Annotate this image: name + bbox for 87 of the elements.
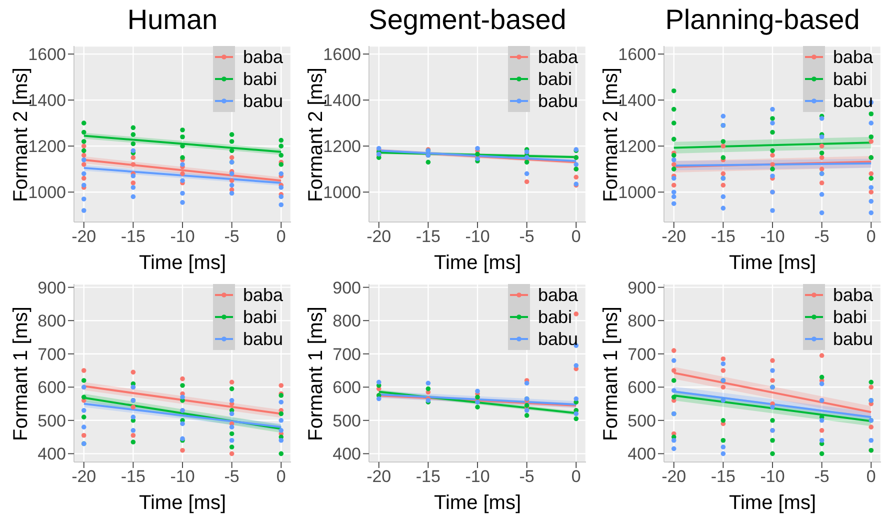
y-tick-label: 800 bbox=[38, 312, 66, 331]
chart-title: Human bbox=[126, 3, 219, 37]
y-tick-label: 900 bbox=[628, 278, 656, 298]
x-tick-label: -5 bbox=[519, 227, 534, 246]
y-tick-label: 1600 bbox=[28, 45, 66, 64]
legend-label: babi bbox=[538, 68, 572, 90]
x-tick-label: 0 bbox=[276, 227, 286, 246]
x-tick-label: -10 bbox=[760, 227, 785, 246]
chart-title: Planning-based bbox=[664, 3, 861, 37]
x-axis-title: Time [ms] bbox=[138, 492, 226, 514]
x-axis-title: Time [ms] bbox=[728, 252, 816, 274]
legend-label: babu bbox=[832, 90, 873, 112]
x-tick-label: 0 bbox=[866, 467, 876, 486]
legend-label: baba bbox=[832, 46, 873, 68]
y-tick-label: 500 bbox=[38, 411, 66, 430]
y-tick-label: 800 bbox=[628, 312, 656, 331]
y-tick-label: 900 bbox=[332, 278, 361, 298]
y-tick-label: 600 bbox=[628, 378, 656, 398]
x-axis-title: Time [ms] bbox=[728, 492, 816, 514]
x-tick-label: -10 bbox=[170, 467, 195, 486]
x-tick-label: -20 bbox=[662, 227, 686, 246]
legend-label: baba bbox=[538, 284, 578, 306]
x-tick-label: -5 bbox=[224, 467, 240, 486]
y-tick-label: 600 bbox=[332, 378, 361, 398]
x-tick-label: -5 bbox=[814, 467, 830, 486]
x-tick-label: -10 bbox=[465, 227, 490, 246]
y-tick-label: 1400 bbox=[618, 91, 656, 110]
x-tick-label: 0 bbox=[571, 467, 581, 486]
y-tick-label: 1400 bbox=[28, 91, 66, 110]
x-tick-label: -5 bbox=[224, 227, 240, 246]
y-tick-label: 500 bbox=[628, 411, 656, 430]
x-tick-label: -5 bbox=[519, 467, 534, 486]
x-tick-label: 0 bbox=[571, 227, 581, 246]
legend-label: babu bbox=[538, 90, 578, 112]
x-tick-label: -15 bbox=[120, 227, 146, 246]
legend-label: babu bbox=[832, 328, 873, 350]
legend-label: babi bbox=[242, 306, 277, 328]
x-tick-label: -10 bbox=[170, 227, 195, 246]
x-tick-label: -10 bbox=[465, 467, 490, 486]
x-tick-label: -15 bbox=[710, 467, 736, 486]
legend-label: babu bbox=[538, 328, 578, 350]
y-axis-title: Formant 1 [ms] bbox=[600, 306, 622, 441]
legend-label: babi bbox=[832, 306, 867, 328]
y-tick-label: 900 bbox=[38, 278, 66, 298]
x-tick-label: -15 bbox=[416, 467, 440, 486]
y-tick-label: 400 bbox=[332, 444, 361, 464]
y-axis-title: Formant 1 [ms] bbox=[305, 306, 328, 441]
legend-label: baba bbox=[242, 284, 283, 306]
x-tick-label: -20 bbox=[366, 227, 392, 246]
legend-label: baba bbox=[242, 46, 283, 68]
x-tick-label: -5 bbox=[814, 227, 830, 246]
legend-label: babi bbox=[832, 68, 867, 90]
x-axis-title: Time [ms] bbox=[434, 252, 522, 274]
x-tick-label: -10 bbox=[760, 467, 785, 486]
x-tick-label: -20 bbox=[366, 467, 392, 486]
legend-label: baba bbox=[538, 46, 578, 68]
x-tick-label: -20 bbox=[662, 467, 686, 486]
x-tick-label: -15 bbox=[710, 227, 736, 246]
y-axis-title: Formant 1 [ms] bbox=[10, 306, 32, 441]
legend-label: babi bbox=[538, 306, 572, 328]
x-tick-label: -20 bbox=[72, 227, 96, 246]
y-tick-label: 800 bbox=[332, 312, 361, 331]
x-tick-label: -15 bbox=[416, 227, 440, 246]
y-tick-label: 600 bbox=[38, 378, 66, 398]
legend-label: babu bbox=[242, 328, 283, 350]
x-tick-label: -15 bbox=[120, 467, 146, 486]
x-tick-label: 0 bbox=[276, 467, 286, 486]
x-tick-label: -20 bbox=[72, 467, 96, 486]
y-tick-label: 1200 bbox=[28, 137, 66, 156]
y-tick-label: 400 bbox=[628, 444, 656, 464]
y-tick-label: 700 bbox=[332, 344, 361, 364]
y-tick-label: 1200 bbox=[323, 137, 361, 156]
legend-label: baba bbox=[832, 284, 873, 306]
y-tick-label: 700 bbox=[38, 344, 66, 364]
y-tick-label: 400 bbox=[38, 444, 66, 464]
y-tick-label: 1400 bbox=[323, 91, 361, 110]
x-axis-title: Time [ms] bbox=[138, 252, 226, 274]
legend-label: babi bbox=[242, 68, 277, 90]
y-tick-label: 500 bbox=[332, 411, 361, 430]
y-tick-label: 1200 bbox=[618, 137, 656, 156]
y-tick-label: 1600 bbox=[323, 45, 361, 64]
y-tick-label: 700 bbox=[628, 344, 656, 364]
y-tick-label: 1600 bbox=[618, 45, 656, 64]
x-tick-label: 0 bbox=[866, 227, 876, 246]
legend-label: babu bbox=[242, 90, 283, 112]
x-axis-title: Time [ms] bbox=[434, 492, 522, 514]
chart-title: Segment-based bbox=[368, 3, 568, 37]
